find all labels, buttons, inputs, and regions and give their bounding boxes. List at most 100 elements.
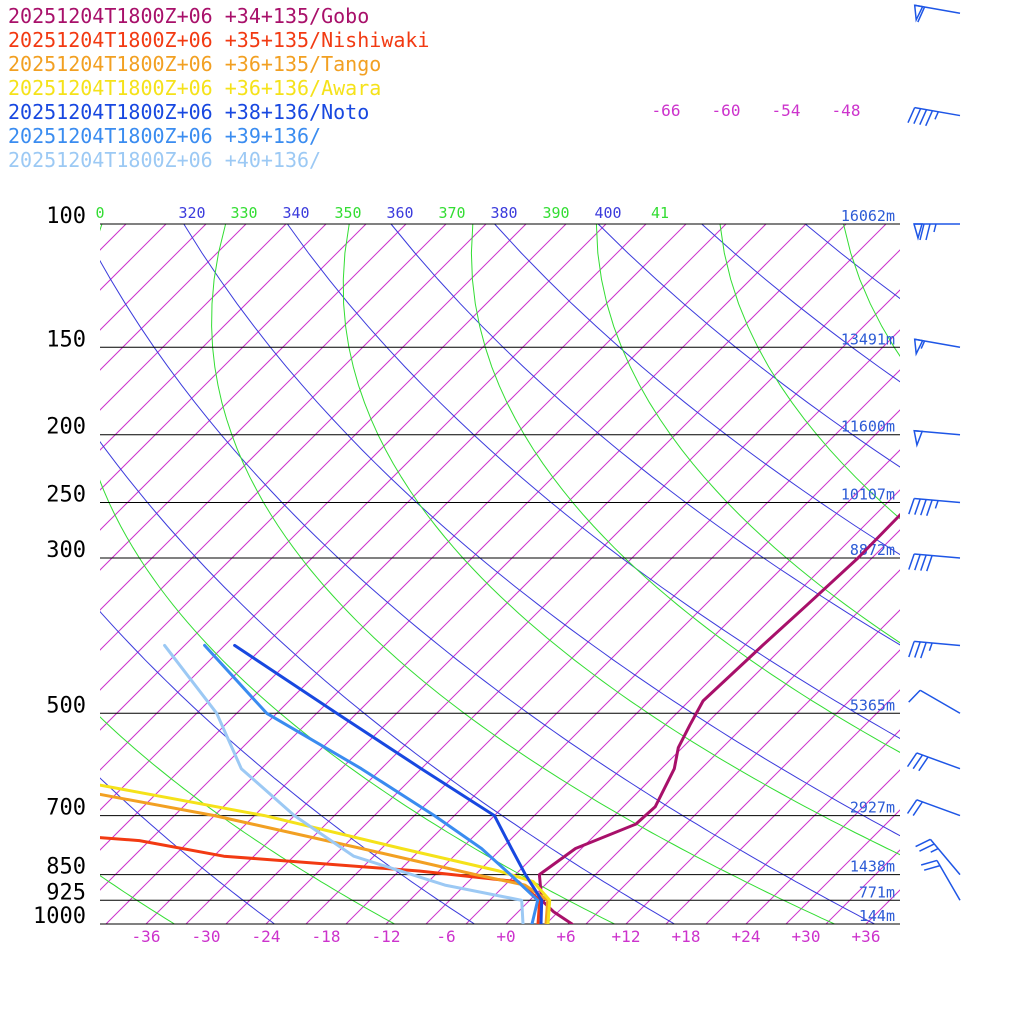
wind-barb-feather bbox=[919, 223, 925, 241]
legend-entry: 20251204T1800Z+06 +34+135/Gobo bbox=[8, 4, 370, 28]
wind-barb bbox=[920, 859, 961, 901]
isotherm-line bbox=[906, 224, 1024, 924]
isotherm-line bbox=[100, 223, 447, 571]
wind-barb-feather bbox=[907, 107, 916, 123]
isotherm-line bbox=[225, 249, 900, 924]
pressure-label: 100 bbox=[46, 204, 86, 229]
wind-barb-feather bbox=[920, 499, 927, 516]
legend-entry: 20251204T1800Z+06 +40+136/ bbox=[8, 148, 322, 172]
height-label: 13491m bbox=[841, 330, 895, 348]
moist-adiabat-line bbox=[100, 716, 396, 924]
wind-barb-feather bbox=[912, 754, 924, 770]
isotherm-line bbox=[305, 329, 900, 924]
isotherm-line bbox=[100, 223, 527, 651]
height-label: 144m bbox=[859, 907, 895, 925]
dry-adiabat-line bbox=[183, 223, 900, 837]
isobar-grid bbox=[100, 223, 900, 925]
legend-entry: 20251204T1800Z+06 +38+136/Noto bbox=[8, 100, 370, 124]
isotherm-label: -60 bbox=[712, 101, 741, 120]
legend-entry: 20251204T1800Z+06 +36+136/Awara bbox=[8, 76, 382, 100]
wind-barb-feather bbox=[908, 553, 915, 570]
isotherm-line bbox=[585, 609, 900, 924]
theta-label: 350 bbox=[334, 204, 361, 222]
pressure-label: 700 bbox=[46, 796, 86, 821]
moist-adiabat-line bbox=[595, 223, 900, 644]
isotherm-line bbox=[745, 769, 900, 924]
wind-barb bbox=[908, 640, 961, 659]
wind-barb-flag bbox=[913, 338, 924, 357]
theta-label: 320 bbox=[178, 204, 205, 222]
pressure-label: 500 bbox=[46, 693, 86, 718]
wind-barb-half-feather bbox=[933, 223, 937, 233]
temperature-tick-label: -30 bbox=[192, 927, 221, 946]
wind-barb-staff bbox=[914, 553, 961, 559]
legend-entry: 20251204T1800Z+06 +36+135/Tango bbox=[8, 52, 382, 76]
pressure-label: 850 bbox=[46, 855, 86, 880]
isotherm-line bbox=[0, 224, 6, 924]
pressure-label: 200 bbox=[46, 415, 86, 440]
dry-adiabat-grid bbox=[100, 223, 900, 924]
dry-adiabat-line bbox=[286, 223, 900, 740]
isotherm-line bbox=[185, 223, 887, 924]
isotherm-line bbox=[705, 729, 900, 924]
wind-barb bbox=[915, 838, 961, 876]
height-label: 2927m bbox=[850, 799, 895, 817]
sounding-line bbox=[163, 643, 525, 924]
temperature-tick-label: +30 bbox=[792, 927, 821, 946]
theta-label: 41 bbox=[651, 204, 669, 222]
pressure-label: 150 bbox=[46, 327, 86, 352]
height-label: 5365m bbox=[850, 696, 895, 714]
sounding-line bbox=[100, 792, 550, 924]
wind-barb-feather bbox=[906, 799, 918, 814]
theta-label: 390 bbox=[542, 204, 569, 222]
wind-barb-feather bbox=[925, 223, 931, 241]
dry-adiabat-line bbox=[100, 259, 876, 924]
moist-adiabat-line bbox=[211, 223, 836, 924]
theta-label: 370 bbox=[438, 204, 465, 222]
dry-adiabat-line bbox=[100, 440, 676, 924]
wind-barb-feather bbox=[906, 752, 918, 768]
isotherm-label: -66 bbox=[652, 101, 681, 120]
moist-adiabat-line bbox=[470, 223, 900, 753]
isotherm-line bbox=[665, 689, 900, 924]
height-label: 10107m bbox=[841, 486, 895, 504]
wind-barb bbox=[906, 799, 961, 817]
theta-label: 400 bbox=[594, 204, 621, 222]
wind-barb-feather bbox=[908, 689, 921, 703]
isotherm-line bbox=[465, 489, 900, 924]
wind-barb-staff bbox=[914, 106, 961, 117]
moist-adiabat-line bbox=[100, 223, 616, 924]
wind-barb-flag bbox=[913, 429, 924, 448]
moist-adiabat-line bbox=[342, 223, 900, 856]
isotherm-line bbox=[100, 223, 247, 371]
wind-barb-feather bbox=[920, 642, 927, 659]
wind-barb-staff bbox=[919, 689, 961, 714]
wind-barbs bbox=[906, 4, 961, 901]
wind-barb-staff bbox=[914, 497, 961, 504]
temperature-tick-label: -18 bbox=[312, 927, 341, 946]
wind-barb bbox=[913, 338, 961, 357]
isotherm-line bbox=[100, 223, 727, 851]
temperature-tick-label: -12 bbox=[372, 927, 401, 946]
isotherm-line bbox=[100, 223, 647, 771]
wind-barb-feather bbox=[912, 801, 924, 816]
isotherm-line bbox=[345, 369, 900, 924]
legend: 20251204T1800Z+06 +34+135/Gobo 20251204T1… bbox=[8, 4, 429, 172]
theta-label: 340 bbox=[282, 204, 309, 222]
wind-barb-staff bbox=[929, 838, 961, 876]
dry-adiabat-line bbox=[100, 777, 276, 924]
wind-barb-feather bbox=[919, 843, 935, 852]
temperature-tick-label: -24 bbox=[252, 927, 281, 946]
wind-barb-feather bbox=[917, 6, 926, 23]
isotherm-line bbox=[545, 569, 900, 924]
wind-barb bbox=[908, 497, 961, 516]
isotherm-line bbox=[100, 223, 567, 691]
dry-adiabat-line bbox=[494, 223, 900, 556]
wind-barb bbox=[913, 429, 961, 448]
sounding-line bbox=[203, 643, 540, 924]
wind-barb-half-feather bbox=[920, 340, 926, 349]
isotherm-line bbox=[100, 223, 607, 731]
moist-adiabat-line bbox=[100, 875, 176, 924]
wind-barb-half-feather bbox=[928, 642, 933, 652]
wind-barb-feather bbox=[908, 641, 915, 658]
